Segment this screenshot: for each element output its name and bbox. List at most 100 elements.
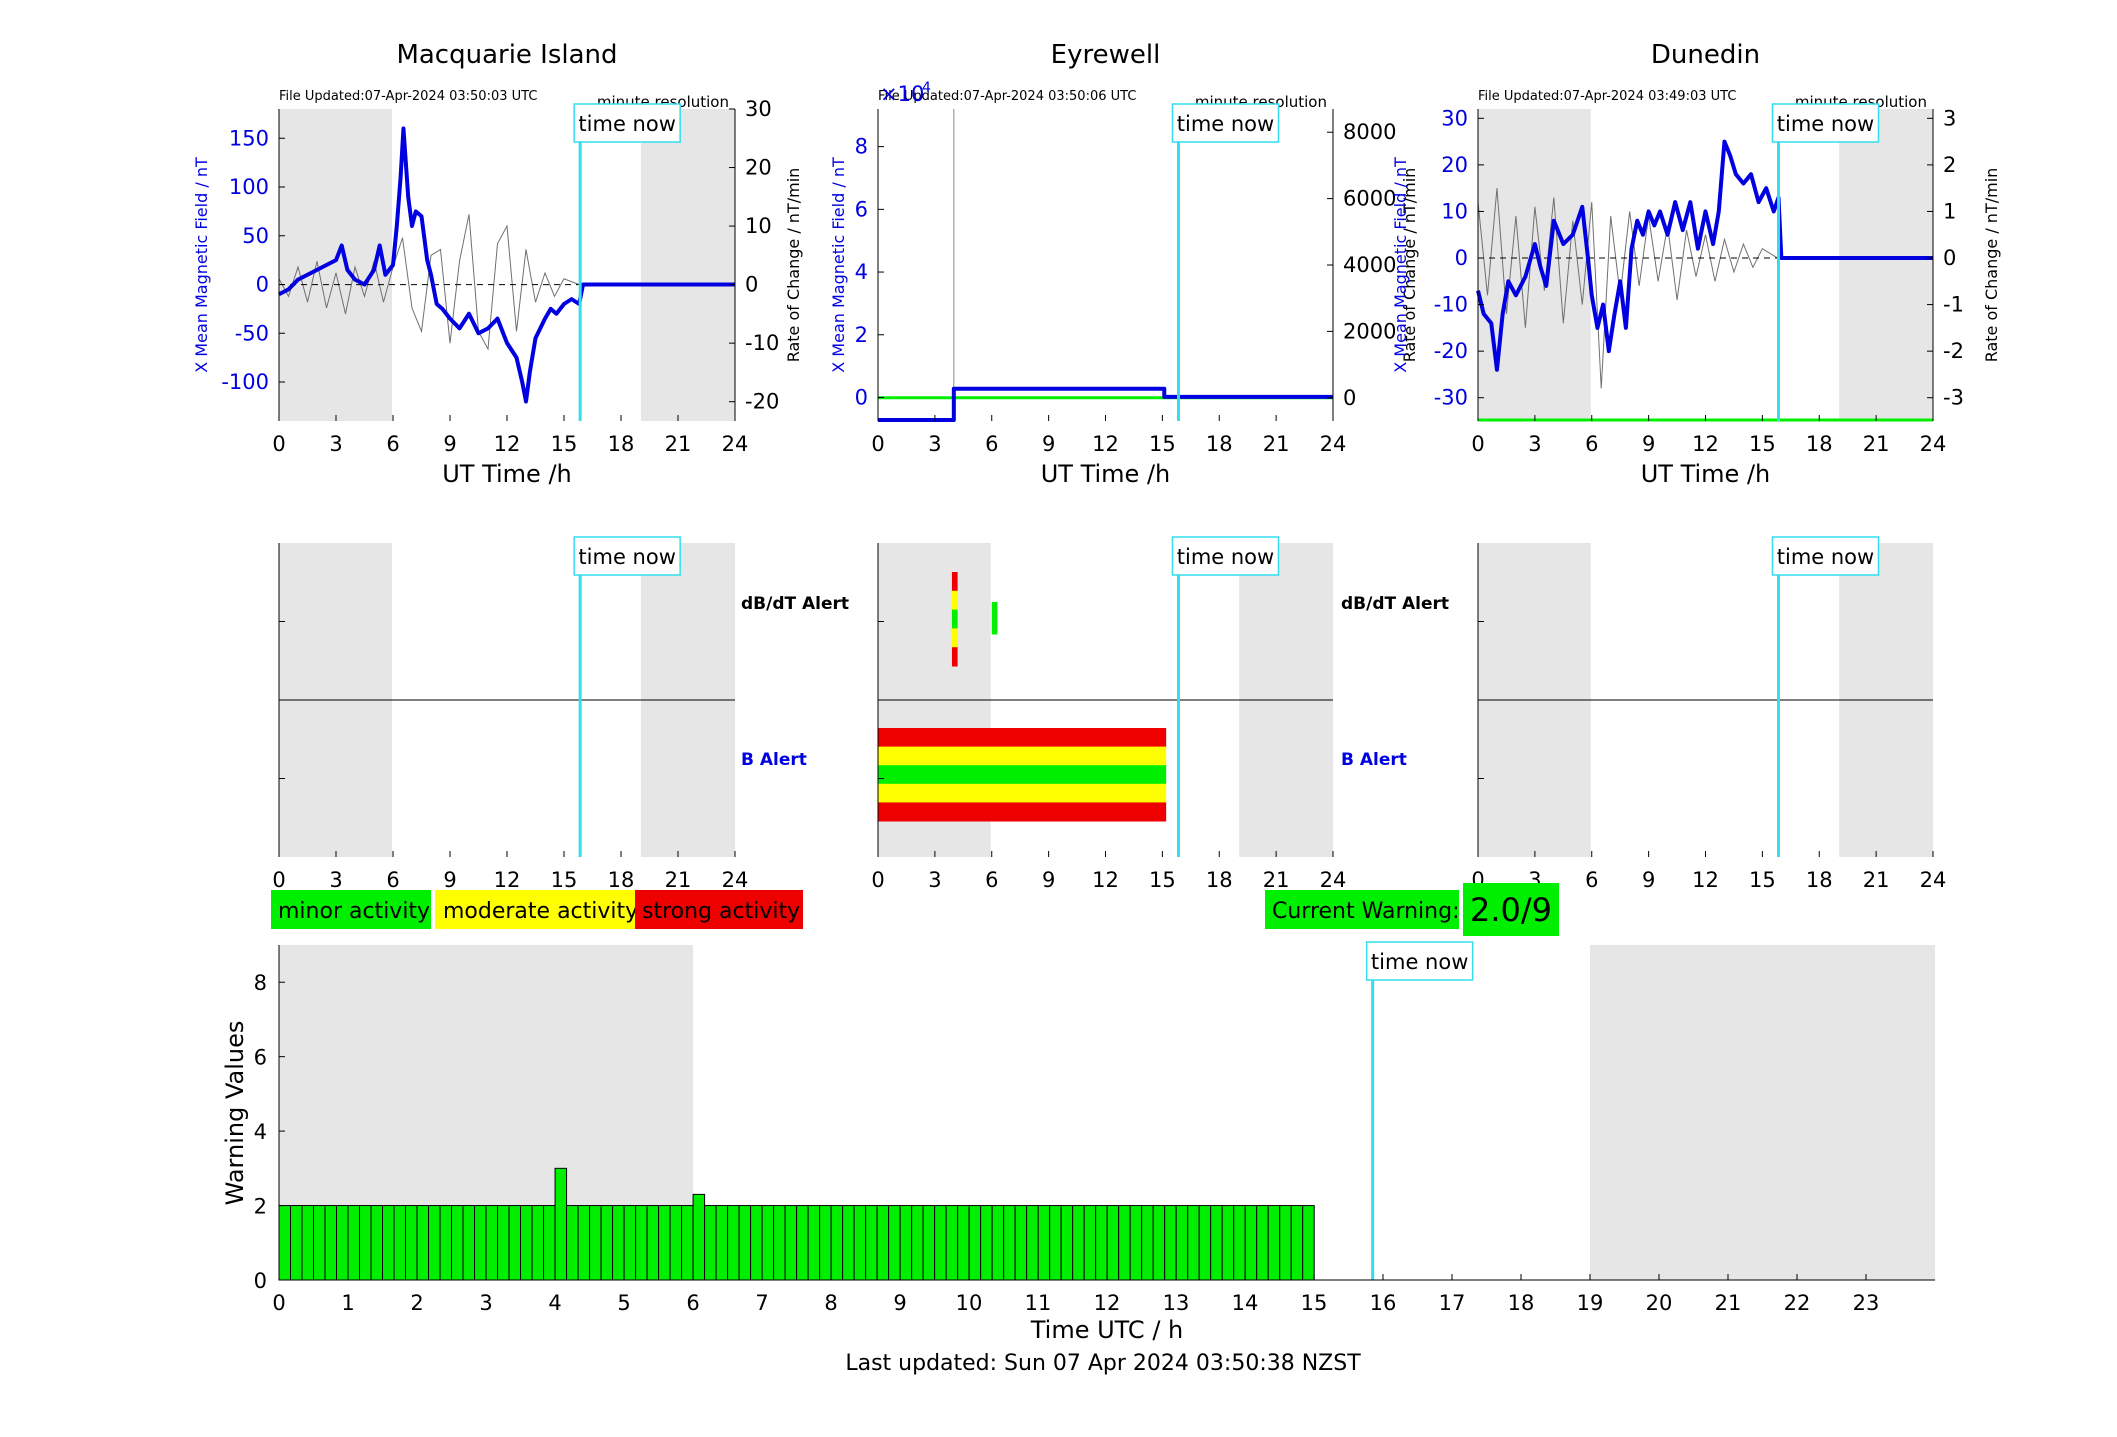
warning-bar (1198, 1205, 1212, 1281)
right-tick-label: -3 (1943, 386, 1964, 410)
alert-x-tick-label: 24 (1920, 868, 1947, 892)
station-title: Dunedin (1651, 40, 1760, 70)
x-tick-label: 9 (443, 432, 456, 456)
right-tick-label: 2000 (1343, 319, 1396, 343)
time-now-box (1171, 536, 1280, 576)
current-warning-label-box (1265, 890, 1459, 929)
alert-plots: 0 3 6 9 12 15 18 21 24 time now 0 3 6 9 12 15 18 21 24 time… (272, 536, 1947, 892)
warning-bar (1095, 1205, 1108, 1281)
field-series-line (278, 126, 735, 404)
warning-bar (1118, 1205, 1131, 1281)
warning-bar (1290, 1205, 1304, 1281)
b-alert-label: B Alert (1341, 750, 1407, 770)
x-tick-label: 0 (272, 432, 285, 456)
left-tick-label: -20 (1434, 339, 1468, 363)
left-tick-label: -50 (235, 321, 269, 345)
time-now-box (1171, 103, 1280, 143)
warning-bar (531, 1205, 545, 1281)
right-tick-label: 20 (745, 156, 772, 180)
time-now-label: time now (1177, 545, 1274, 569)
right-axis-label: Rate of Change / nT/min (784, 168, 803, 363)
warning-bar (1221, 1205, 1235, 1281)
warning-bar (658, 1205, 671, 1281)
warning-bar (451, 1205, 464, 1281)
warning-bar (336, 1205, 349, 1281)
file-updated: File Updated:07-Apr-2024 03:49:03 UTC (1478, 89, 1736, 104)
x-tick-label: 13 (1163, 1291, 1190, 1315)
warning-bar (830, 1205, 844, 1281)
x-tick-label: 12 (1094, 1291, 1121, 1315)
alert-bar-dbdt-small (991, 602, 998, 635)
x-tick-label: 9 (1642, 432, 1655, 456)
warning-bar (370, 1205, 384, 1281)
alert-plot-0: 0 3 6 9 12 15 18 21 24 time now (272, 536, 749, 892)
night-band (640, 109, 735, 421)
warning-bar (1014, 1205, 1028, 1281)
alert-x-tick-label: 6 (386, 868, 399, 892)
alert-x-tick-label: 24 (722, 868, 749, 892)
right-tick-label: 1 (1943, 199, 1956, 223)
legend-moderate-swatch (435, 890, 635, 929)
left-tick-label: 2 (855, 323, 868, 347)
left-tick-label: 6 (855, 197, 868, 221)
warning-bar (957, 1205, 970, 1281)
warning-bar (738, 1205, 752, 1281)
x-tick-label: 23 (1853, 1291, 1880, 1315)
warning-bar (669, 1205, 683, 1281)
warning-bar (589, 1205, 602, 1281)
x-tick-label: 9 (1042, 432, 1055, 456)
warning-bar (1049, 1205, 1062, 1281)
x-tick-label: 12 (1092, 432, 1119, 456)
warning-bar (416, 1205, 430, 1281)
x-tick-label: 17 (1439, 1291, 1466, 1315)
warning-bar (1003, 1205, 1016, 1281)
y-tick-label: 8 (254, 971, 267, 995)
warning-bar (382, 1205, 395, 1281)
alert-x-tick-label: 9 (1642, 868, 1655, 892)
left-tick-label: 20 (1441, 153, 1468, 177)
x-tick-label: 8 (824, 1291, 837, 1315)
warning-bar (612, 1205, 625, 1281)
warning-bar (566, 1205, 579, 1281)
alert-x-tick-label: 15 (1149, 868, 1176, 892)
left-tick-label: 0 (855, 385, 868, 409)
station-title: Macquarie Island (396, 40, 617, 70)
warning-bar (1129, 1205, 1143, 1281)
alert-bar-b (878, 728, 1167, 748)
field-series-line (1476, 139, 1933, 372)
warning-bar (1233, 1205, 1246, 1281)
y-axis-label: Warning Values (221, 1021, 249, 1206)
station-plot-2: Dunedin File Updated:07-Apr-2024 03:49:03… (1391, 40, 2001, 488)
warning-bar (980, 1205, 993, 1281)
warning-bar (842, 1205, 855, 1281)
warning-bar (1302, 1205, 1315, 1281)
warning-bar (796, 1205, 809, 1281)
alert-bar-b (878, 765, 1167, 785)
warning-bar (784, 1205, 798, 1281)
warning-bar (1026, 1205, 1039, 1281)
warning-bar (681, 1205, 694, 1281)
alert-x-tick-label: 18 (608, 868, 635, 892)
x-tick-label: 6 (1585, 432, 1598, 456)
current-warning-value-box (1463, 883, 1559, 936)
warning-bar (1175, 1205, 1189, 1281)
x-tick-label: 14 (1232, 1291, 1259, 1315)
warning-bar (543, 1205, 556, 1281)
y-tick-label: 2 (254, 1195, 267, 1219)
warning-bar (968, 1205, 982, 1281)
warning-bar (727, 1205, 740, 1281)
warning-bar (715, 1205, 729, 1281)
right-tick-label: 3 (1943, 106, 1956, 130)
x-tick-label: 24 (722, 432, 749, 456)
warning-bar (945, 1205, 959, 1281)
warning-bar (520, 1205, 533, 1281)
warning-bar (1187, 1205, 1200, 1281)
x-tick-label: 22 (1784, 1291, 1811, 1315)
alert-x-tick-label: 18 (1806, 868, 1833, 892)
right-tick-label: 0 (1343, 386, 1356, 410)
alert-bar-b (878, 783, 1167, 803)
left-tick-label: 0 (256, 273, 269, 297)
x-tick-label: 15 (1749, 432, 1776, 456)
